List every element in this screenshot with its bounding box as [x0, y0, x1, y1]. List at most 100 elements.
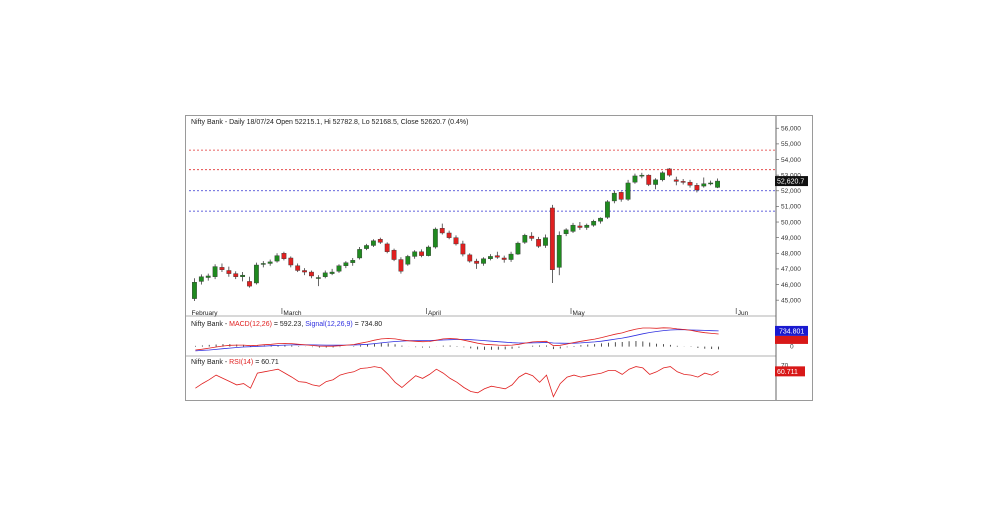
rsi-tag-label: 60.711 — [777, 369, 798, 376]
signal-label: Signal(12,26,9) — [305, 321, 353, 328]
candle-body — [371, 240, 376, 246]
candle-body — [577, 225, 583, 228]
candle-body — [274, 255, 280, 262]
candle-body — [494, 255, 500, 258]
candle-body — [653, 179, 659, 185]
candle-body — [219, 267, 225, 270]
candle-body — [309, 271, 314, 277]
candle-body — [350, 260, 356, 263]
candle-body — [302, 270, 307, 273]
rsi-line — [195, 366, 719, 398]
candle-body — [267, 261, 273, 264]
candle-body — [570, 224, 576, 232]
y-tick-label: 54,000 — [781, 157, 801, 164]
signal-tag-box — [775, 325, 808, 336]
candle-body — [439, 228, 445, 234]
chart-frame: Nifty Bank - Daily 18/07/24 Open 52215.1… — [185, 115, 813, 401]
candle-body — [605, 201, 610, 218]
rsi-value: = 60.71 — [255, 359, 279, 366]
candle-body — [543, 237, 548, 246]
month-label: March — [283, 310, 301, 317]
candle-body — [343, 262, 349, 266]
candle-body — [474, 260, 480, 264]
candle-body — [584, 224, 590, 228]
rsi-tag-box — [775, 366, 805, 377]
rsi-legend: Nifty Bank - RSI(14) = 60.71 — [191, 359, 279, 366]
candle-body — [666, 168, 672, 176]
candle-body — [673, 179, 679, 182]
candle-body — [315, 277, 321, 279]
candle-body — [357, 249, 363, 259]
y-tick-label: 46,000 — [781, 282, 801, 289]
candle-body — [205, 275, 211, 278]
macd-line — [195, 327, 719, 351]
candlestick-chart: 45,000 46,000 47,000 48,000 49,000 50,000 51,0… — [186, 116, 808, 400]
month-label: April — [428, 310, 442, 317]
candle-body — [611, 192, 617, 202]
candle-body — [198, 276, 204, 282]
y-tick-label: 47,000 — [781, 266, 801, 273]
candle-body — [247, 281, 252, 287]
candle-body — [260, 263, 266, 265]
candle-body — [591, 221, 597, 226]
signal-value: = 734.80 — [354, 321, 383, 328]
candle-body — [618, 192, 624, 200]
candle-body — [453, 237, 459, 245]
candle-body — [233, 273, 239, 277]
candle-body — [556, 235, 562, 268]
signal-tag-label: 734.801 — [779, 328, 804, 335]
chart-title: Nifty Bank - Daily 18/07/24 Open 52215.1… — [191, 119, 469, 126]
candle-body — [508, 253, 514, 260]
y-tick-label: 49,000 — [781, 235, 801, 242]
macd-label: MACD(12,26) — [229, 321, 272, 328]
candle-body — [522, 235, 528, 243]
candle-body — [715, 180, 720, 188]
candle-body — [488, 256, 493, 259]
y-tick-label: 48,000 — [781, 251, 801, 258]
candle-body — [295, 265, 301, 271]
y-tick-label: 55,000 — [781, 141, 801, 148]
y-tick-label: 50,000 — [781, 219, 801, 226]
candle-body — [432, 228, 438, 248]
candle-body — [212, 266, 218, 277]
macd-prefix: Nifty Bank - — [191, 321, 230, 328]
candle-body — [398, 259, 404, 272]
y-tick-label: 56,000 — [781, 126, 801, 133]
candle-body — [364, 245, 369, 249]
candle-body — [426, 246, 431, 256]
y-tick-label: 52,000 — [781, 188, 801, 195]
candle-body — [253, 264, 259, 284]
candle-body — [281, 253, 287, 259]
candle-body — [687, 181, 693, 186]
month-label: February — [192, 310, 219, 317]
candle-body — [701, 183, 707, 187]
candle-body — [708, 182, 714, 185]
rsi-prefix: Nifty Bank - — [191, 359, 230, 366]
candle-body — [680, 181, 686, 183]
candle-body — [625, 182, 631, 200]
candle-body — [336, 265, 342, 272]
candle-body — [288, 257, 294, 266]
candle-body — [694, 185, 700, 191]
candle-body — [536, 239, 541, 247]
candle-body — [632, 175, 638, 183]
candle-body — [549, 207, 555, 270]
candle-body — [529, 235, 535, 239]
candle-body — [329, 271, 335, 274]
price-tag-label: 52,620.7 — [777, 179, 804, 186]
candle-body — [391, 249, 397, 260]
candle-body — [467, 254, 473, 262]
month-label: Jun — [738, 310, 749, 317]
month-label: May — [573, 310, 586, 317]
macd-zero-label: 0 — [790, 344, 794, 351]
candle-body — [412, 251, 418, 257]
candle-body — [240, 274, 246, 277]
candle-body — [460, 243, 466, 255]
candle-body — [501, 257, 507, 260]
candle-body — [192, 282, 197, 299]
candle-body — [226, 270, 232, 274]
candle-body — [660, 172, 665, 181]
candle-body — [481, 258, 486, 264]
candle-body — [646, 174, 652, 185]
y-tick-label: 45,000 — [781, 297, 801, 304]
